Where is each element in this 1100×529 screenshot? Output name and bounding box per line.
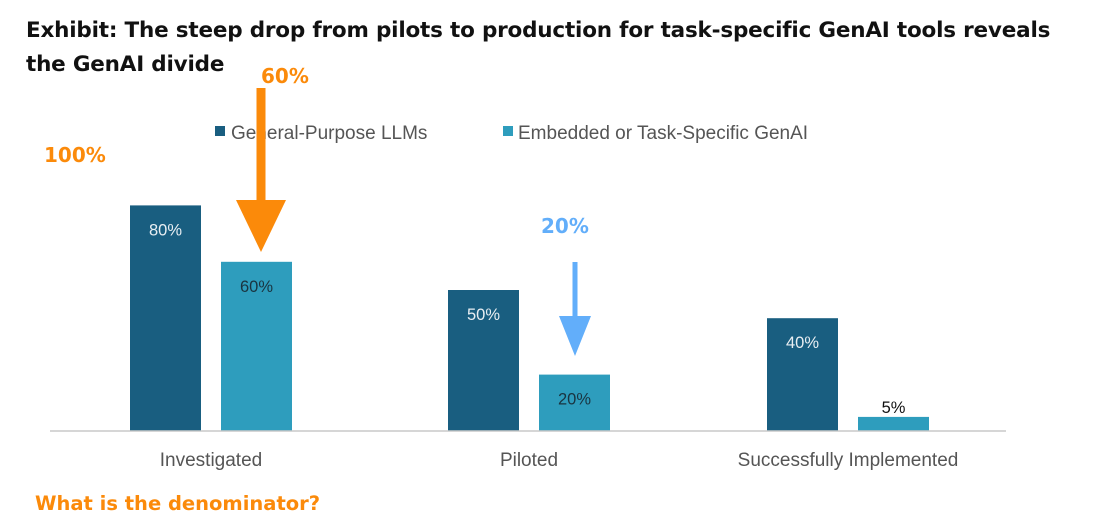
chart-title: Exhibit: The steep drop from pilots to p… bbox=[26, 18, 1051, 77]
x-tick-investigated: Investigated bbox=[160, 450, 262, 471]
denominator-question: What is the denominator? bbox=[35, 492, 320, 515]
legend-swatch-general-purpose bbox=[215, 126, 225, 136]
bars-group bbox=[130, 205, 929, 431]
orange-down-arrow bbox=[236, 88, 286, 252]
data-label-successfully-implemented-general-purpose: 40% bbox=[786, 334, 819, 352]
annotation-100-percent: 100% bbox=[44, 143, 106, 167]
data-label-successfully-implemented-task-specific: 5% bbox=[882, 399, 906, 417]
bar-investigated-general-purpose bbox=[130, 205, 201, 431]
bar-successfully-implemented-general-purpose bbox=[767, 318, 838, 431]
annotation-60-percent: 60% bbox=[261, 64, 309, 88]
data-label-investigated-general-purpose: 80% bbox=[149, 221, 182, 239]
legend-label-task-specific: Embedded or Task-Specific GenAI bbox=[518, 123, 808, 144]
bar-successfully-implemented-task-specific bbox=[858, 416, 929, 431]
x-tick-labels: Investigated Piloted Successfully Implemen… bbox=[160, 450, 959, 471]
data-label-investigated-task-specific: 60% bbox=[240, 278, 273, 296]
bar-piloted-general-purpose bbox=[448, 290, 519, 431]
bar-investigated-task-specific bbox=[221, 261, 292, 431]
legend-label-general-purpose: General-Purpose LLMs bbox=[231, 123, 427, 144]
data-label-piloted-task-specific: 20% bbox=[558, 391, 591, 409]
annotation-20-percent: 20% bbox=[541, 214, 589, 238]
blue-down-arrow bbox=[559, 262, 591, 356]
data-label-piloted-general-purpose: 50% bbox=[467, 306, 500, 324]
x-tick-piloted: Piloted bbox=[500, 450, 558, 471]
bar-piloted-task-specific bbox=[539, 374, 610, 431]
legend: General-Purpose LLMs Embedded or Task-Sp… bbox=[215, 123, 808, 144]
legend-swatch-task-specific bbox=[503, 126, 513, 136]
bar-labels-group: 80% 60% 50% 20% 40% 5% bbox=[149, 221, 906, 417]
x-tick-successfully-implemented: Successfully Implemented bbox=[738, 450, 959, 471]
